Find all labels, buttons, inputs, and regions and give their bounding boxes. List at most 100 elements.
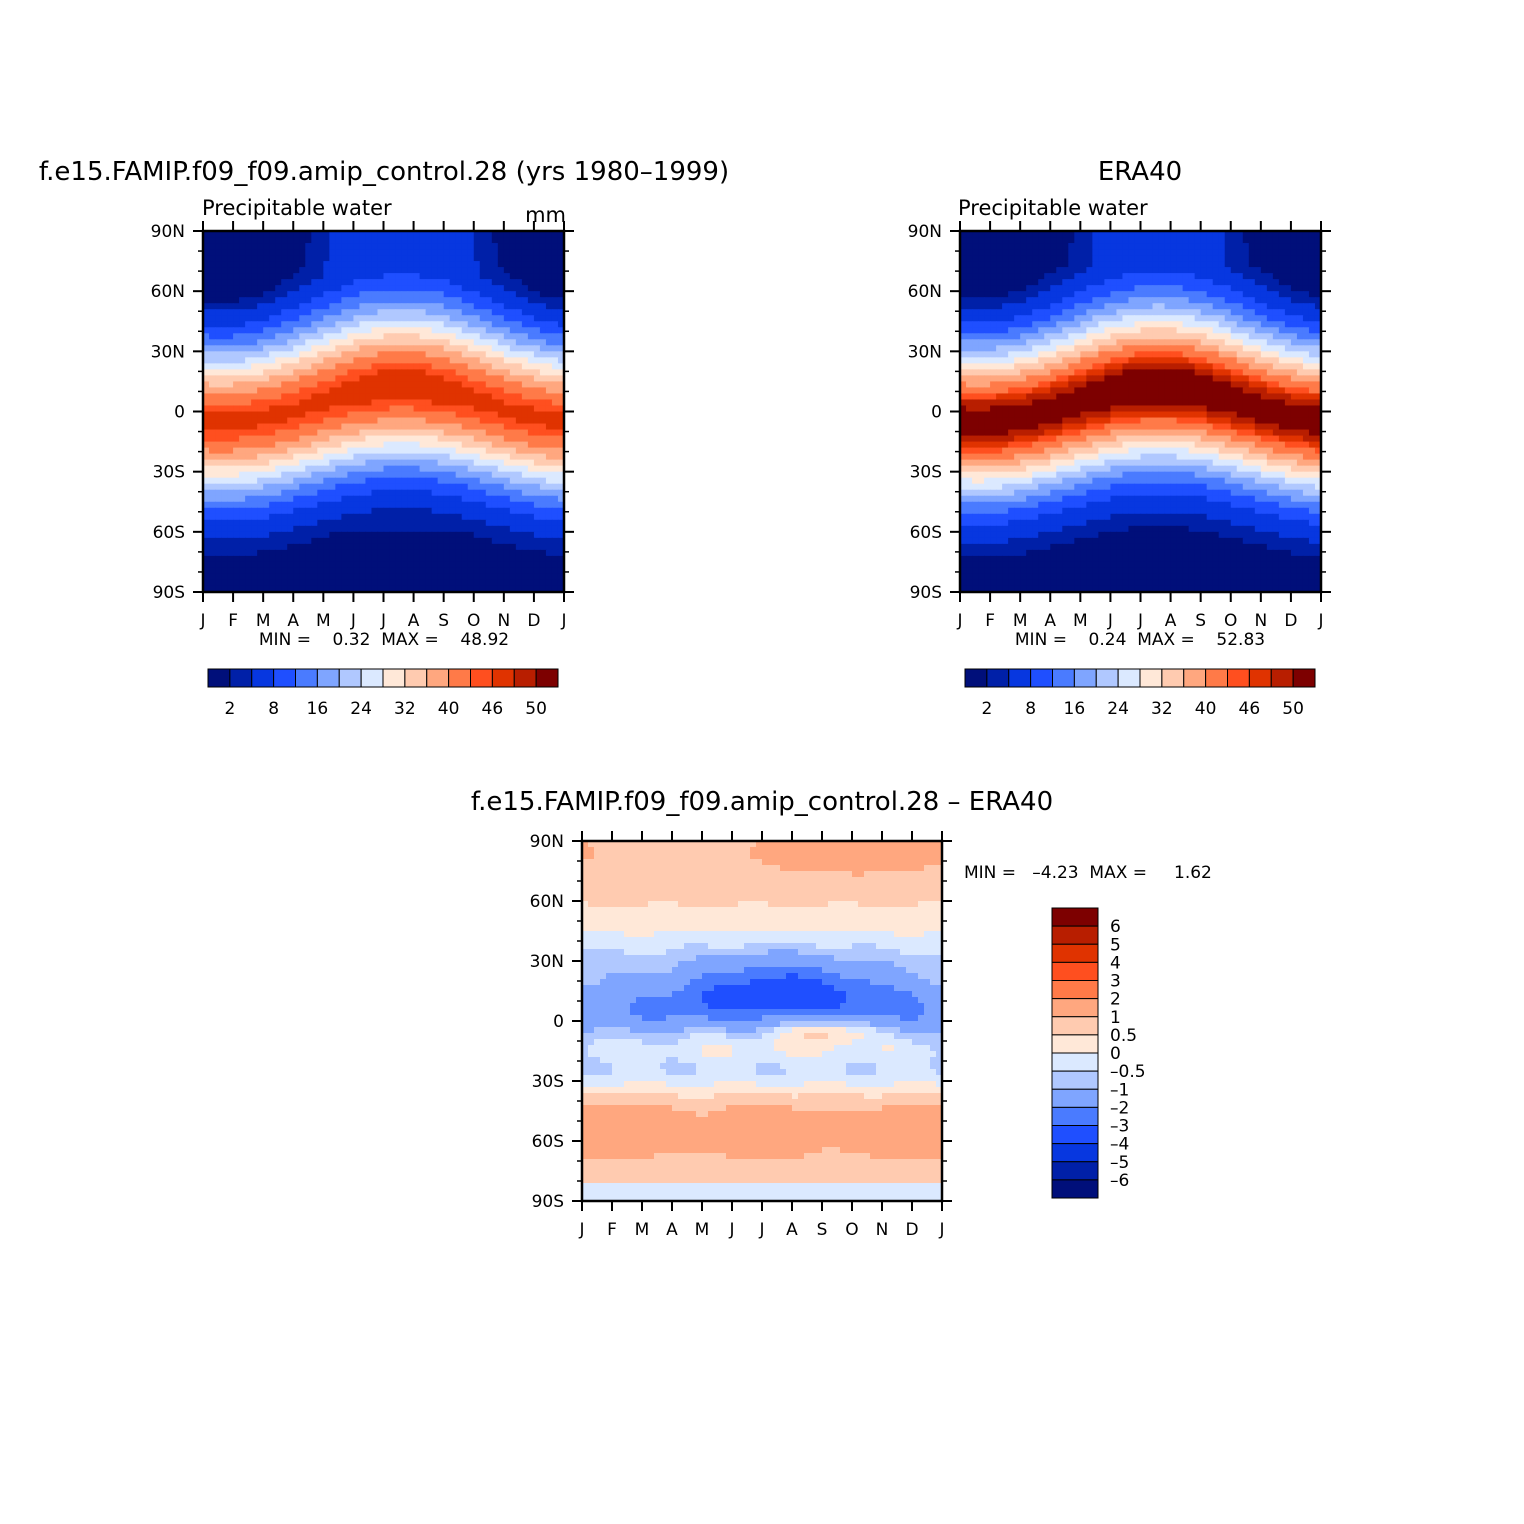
contour-cell <box>407 417 415 425</box>
contour-cell <box>419 525 427 533</box>
contour-cell <box>233 561 240 569</box>
contour-cell <box>371 279 379 286</box>
contour-cell <box>449 345 457 352</box>
contour-cell <box>419 261 427 268</box>
contour-cell <box>539 423 547 431</box>
contour-cell <box>317 495 324 503</box>
contour-cell <box>497 405 505 413</box>
contour-cell <box>1050 297 1057 304</box>
contour-cell <box>347 303 355 310</box>
contour-cell <box>227 381 234 389</box>
contour-cell <box>1284 315 1292 322</box>
contour-cell <box>275 375 282 383</box>
contour-cell <box>1218 333 1226 340</box>
contour-cell <box>275 327 282 334</box>
contour-cell <box>1062 345 1069 352</box>
contour-cell <box>551 423 559 431</box>
contour-cell <box>281 489 288 497</box>
contour-cell <box>515 471 523 479</box>
contour-cell <box>341 327 348 334</box>
contour-cell <box>1146 327 1154 334</box>
contour-cell <box>1080 345 1087 352</box>
contour-cell <box>455 375 463 383</box>
contour-cell <box>497 315 505 322</box>
contour-cell <box>1302 351 1310 358</box>
contour-cell <box>209 297 216 304</box>
contour-cell <box>1236 309 1244 316</box>
contour-cell <box>503 531 511 539</box>
contour-cell <box>527 339 535 346</box>
contour-cell <box>1050 327 1057 334</box>
contour-cell <box>269 513 276 521</box>
contour-cell <box>449 363 457 370</box>
contour-cell <box>539 243 547 250</box>
contour-cell <box>317 375 324 383</box>
contour-cell <box>413 345 421 352</box>
contour-cell <box>551 231 559 238</box>
contour-cell <box>221 519 228 527</box>
contour-cell <box>383 489 391 497</box>
contour-cell <box>407 525 415 533</box>
contour-cell <box>521 447 529 455</box>
contour-cell <box>533 573 541 581</box>
contour-cell <box>257 465 264 473</box>
contour-cell <box>1074 297 1081 304</box>
contour-cell <box>257 273 264 280</box>
contour-cell <box>1068 279 1075 286</box>
contour-cell <box>1248 315 1256 322</box>
contour-cell <box>1224 351 1232 358</box>
contour-cell <box>305 309 312 316</box>
contour-cell <box>233 387 240 395</box>
contour-cell <box>359 507 367 515</box>
contour-cell <box>203 249 210 256</box>
contour-cell <box>299 399 306 407</box>
contour-cell <box>371 309 379 316</box>
contour-cell <box>275 531 282 539</box>
contour-cell <box>437 555 445 563</box>
contour-cell <box>311 297 318 304</box>
contour-cell <box>233 321 240 328</box>
contour-cell <box>515 381 523 389</box>
contour-cell <box>311 507 318 515</box>
contour-cell <box>305 393 312 401</box>
contour-cell <box>1152 297 1160 304</box>
contour-cell <box>1104 285 1112 292</box>
contour-cell <box>1146 285 1154 292</box>
contour-cell <box>413 483 421 491</box>
contour-cell <box>389 237 397 244</box>
contour-cell <box>1116 267 1124 274</box>
contour-cell <box>509 585 517 593</box>
contour-cell <box>449 543 457 551</box>
contour-cell <box>509 513 517 521</box>
contour-cell <box>359 255 367 262</box>
contour-cell <box>329 483 336 491</box>
contour-cell <box>984 261 991 268</box>
contour-cell <box>317 345 324 352</box>
contour-cell <box>335 519 342 527</box>
contour-cell <box>1008 249 1015 256</box>
contour-cell <box>1104 297 1112 304</box>
contour-cell <box>287 375 294 383</box>
contour-cell <box>233 585 240 593</box>
contour-cell <box>215 333 222 340</box>
contour-cell <box>1188 327 1196 334</box>
contour-cell <box>1122 333 1130 340</box>
contour-cell <box>299 417 306 425</box>
contour-cell <box>293 573 300 581</box>
contour-cell <box>317 441 324 449</box>
contour-cell <box>335 549 342 557</box>
contour-cell <box>293 279 300 286</box>
contour-cell <box>419 531 427 539</box>
contour-cell <box>317 465 324 473</box>
contour-cell <box>281 441 288 449</box>
contour-cell <box>533 345 541 352</box>
contour-cell <box>515 261 523 268</box>
contour-cell <box>1182 261 1190 268</box>
contour-cell <box>1068 327 1075 334</box>
contour-cell <box>401 555 409 563</box>
contour-cell <box>263 435 270 443</box>
contour-cell <box>329 375 336 383</box>
contour-cell <box>515 585 523 593</box>
contour-cell <box>557 303 565 310</box>
contour-cell <box>209 525 216 533</box>
